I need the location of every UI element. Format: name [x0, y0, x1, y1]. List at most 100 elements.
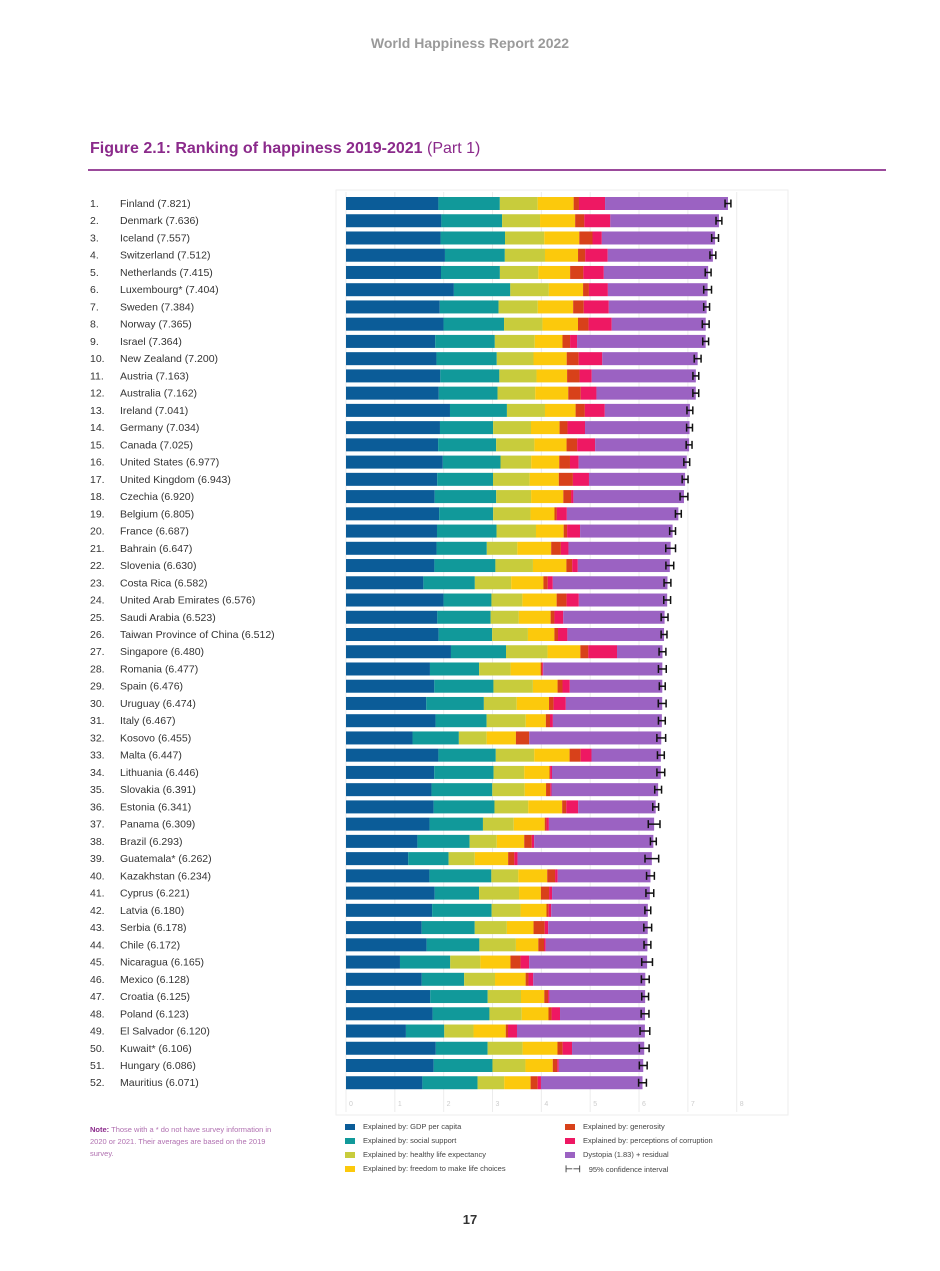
bar-segment: [588, 472, 686, 486]
bar-segment: [430, 990, 488, 1004]
bar-segment: [545, 938, 648, 952]
bar-segment: [435, 1041, 488, 1055]
bar-segment: [346, 714, 436, 728]
legend-swatch: [565, 1123, 575, 1130]
bar-segment: [346, 317, 444, 331]
rank-number: 12.: [90, 388, 105, 400]
bar-segment: [583, 265, 604, 279]
bar-segment: [578, 800, 656, 814]
bar-segment: [464, 972, 496, 986]
bar-segment: [549, 990, 646, 1004]
bar-segment: [610, 214, 719, 228]
bar-segment: [346, 1041, 436, 1055]
legend-item: Explained by: social support: [345, 1136, 456, 1145]
bar-segment: [440, 265, 500, 279]
bar-segment: [595, 438, 690, 452]
country-label: Germany (7.034): [120, 422, 199, 434]
bar-segment: [547, 576, 553, 590]
rank-number: 37.: [90, 819, 105, 831]
bar-segment: [566, 507, 679, 521]
bar-segment: [434, 559, 496, 573]
country-label: Spain (6.476): [120, 681, 183, 693]
bar-segment: [591, 748, 661, 762]
bar-segment: [573, 490, 684, 504]
bar-segment: [557, 869, 651, 883]
bar-segment: [441, 214, 503, 228]
bar-segment: [531, 834, 535, 848]
bar-segment: [580, 386, 597, 400]
bar-segment: [438, 628, 493, 641]
bar-segment: [502, 214, 541, 228]
bar-segment: [543, 576, 548, 590]
bar-segment: [474, 921, 507, 935]
country-label: Nicaragua (6.165): [120, 957, 204, 969]
bar-segment: [474, 576, 512, 590]
bar-segment: [548, 921, 648, 935]
bar-segment: [552, 1059, 558, 1072]
bar-segment: [486, 714, 526, 728]
country-label: Ireland (7.041): [120, 405, 188, 417]
bar-segment: [588, 283, 608, 297]
bar-segment: [423, 576, 475, 590]
bar-segment: [607, 248, 713, 262]
bar-segment: [543, 938, 546, 952]
bar-segment: [585, 248, 608, 262]
bar-segment: [346, 593, 444, 607]
country-label: Uruguay (6.474): [120, 698, 196, 710]
bar-segment: [496, 490, 532, 504]
bar-segment: [506, 921, 534, 935]
bar-segment: [487, 1041, 523, 1055]
country-label: Serbia (6.178): [120, 922, 187, 934]
bar-segment: [493, 765, 525, 779]
bar-segment: [562, 334, 571, 348]
bar-segment: [346, 300, 440, 314]
country-label: Kuwait* (6.106): [120, 1043, 192, 1055]
bar-segment: [504, 1076, 531, 1090]
bar-segment: [515, 731, 530, 745]
bar-segment: [556, 507, 567, 521]
bar-segment: [552, 714, 662, 728]
legend-swatch: [345, 1151, 355, 1158]
country-label: Costa Rica (6.582): [120, 577, 208, 589]
bar-segment: [519, 886, 541, 900]
bar-segment: [580, 524, 673, 538]
bar-segment: [435, 714, 487, 728]
bar-segment: [511, 576, 544, 590]
bar-segment: [450, 955, 481, 969]
bar-segment: [608, 300, 707, 314]
bar-segment: [550, 610, 555, 624]
bar-segment: [346, 938, 427, 952]
bar-segment: [578, 352, 603, 366]
bar-segment: [510, 662, 541, 676]
bar-segment: [575, 403, 585, 417]
bar-segment: [346, 662, 430, 676]
bar-segment: [514, 852, 518, 866]
bar-segment: [532, 559, 567, 573]
bar-segment: [346, 507, 440, 521]
bar-segment: [442, 455, 501, 469]
bar-segment: [346, 921, 422, 935]
country-label: Austria (7.163): [120, 370, 189, 382]
country-label: Denmark (7.636): [120, 215, 199, 227]
bar-segment: [529, 731, 662, 745]
bar-segment: [544, 990, 549, 1004]
figure-title: Figure 2.1: Ranking of happiness 2019-20…: [90, 140, 480, 158]
bar-segment: [549, 696, 554, 710]
bar-segment: [434, 886, 480, 900]
bar-segment: [505, 231, 545, 245]
bar-segment: [557, 1059, 559, 1072]
bar-segment: [346, 972, 422, 986]
bar-segment: [495, 972, 526, 986]
bar-segment: [525, 1059, 553, 1072]
country-label: Romania (6.477): [120, 663, 198, 675]
bar-segment: [440, 231, 506, 245]
bar-segment: [453, 283, 511, 297]
country-label: Singapore (6.480): [120, 646, 204, 658]
legend-label: Explained by: social support: [363, 1136, 457, 1145]
rank-number: 15.: [90, 439, 105, 451]
country-label: Poland (6.123): [120, 1008, 189, 1020]
bar-segment: [534, 334, 563, 348]
bar-segment: [429, 817, 483, 831]
bar-segment: [513, 817, 545, 831]
